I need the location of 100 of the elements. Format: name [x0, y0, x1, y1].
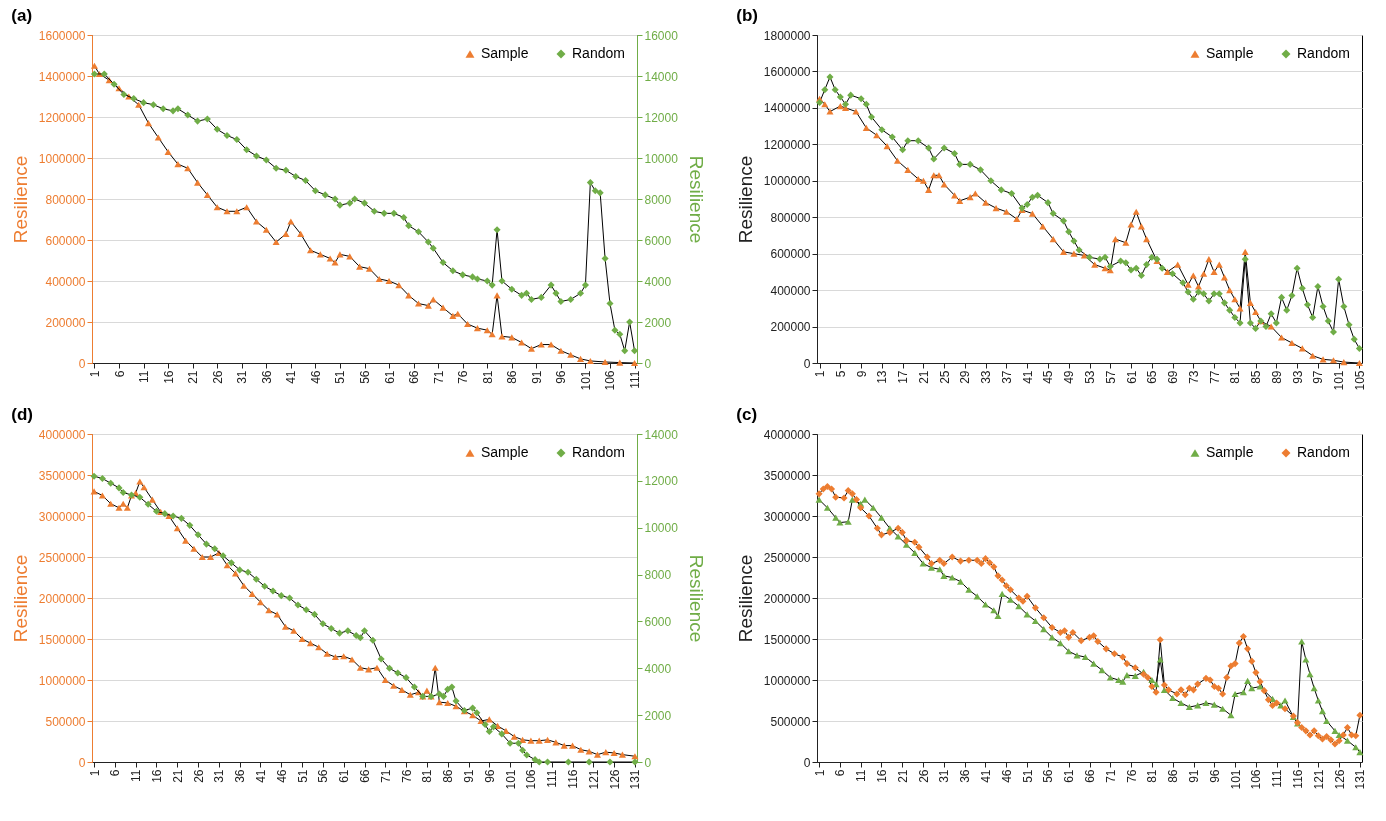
x-tick-label: 51 [295, 769, 310, 783]
x-tick-label: 9 [854, 370, 869, 378]
y-tick-label: 1000000 [763, 174, 811, 189]
point [287, 218, 295, 225]
x-tick-label: 91 [529, 370, 544, 384]
legend-label: Random [1297, 444, 1350, 460]
y-tick-label: 1000000 [38, 673, 86, 688]
x-tick-label: 86 [1166, 769, 1181, 783]
x-tick-label: 66 [407, 370, 422, 384]
y2-tick-label: 2000 [644, 708, 672, 723]
y-tick-label: 3500000 [763, 468, 811, 483]
y-tick-label: 1600000 [763, 64, 811, 79]
legend-label: Random [572, 45, 625, 61]
y2-tick-label: 16000 [644, 28, 679, 43]
y-axis-title: Resilience [9, 155, 31, 244]
y-tick-label: 400000 [770, 283, 811, 298]
x-tick-label: 61 [1062, 769, 1077, 783]
y-tick-label: 1800000 [763, 28, 811, 43]
x-tick-label: 111 [545, 769, 560, 788]
x-tick-label: 31 [212, 769, 227, 783]
y-tick-label: 3000000 [763, 509, 811, 524]
point [203, 191, 211, 198]
point [262, 226, 270, 233]
y-axis-title: Resilience [734, 155, 756, 244]
x-tick-label: 121 [1311, 769, 1326, 790]
chart-title: (c) [736, 405, 758, 424]
y-tick-label: 4000000 [763, 427, 811, 442]
y-tick-label: 1000000 [38, 151, 86, 166]
y2-tick-label: 12000 [644, 474, 679, 489]
point [527, 345, 535, 352]
x-tick-label: 21 [186, 370, 201, 384]
point [547, 341, 555, 348]
point [90, 62, 98, 69]
x-tick-label: 91 [462, 769, 477, 783]
x-tick-label: 85 [1249, 370, 1264, 384]
y-tick-label: 800000 [770, 210, 811, 225]
point [194, 179, 202, 186]
point [272, 238, 280, 246]
x-tick-label: 76 [456, 370, 471, 384]
x-tick-label: 26 [191, 769, 206, 783]
point [414, 300, 423, 307]
point [306, 247, 315, 254]
point [464, 320, 472, 328]
legend-label: Sample [1206, 45, 1254, 61]
y-tick-label: 200000 [770, 320, 811, 335]
x-tick-label: 126 [1332, 769, 1347, 790]
x-tick-label: 21 [916, 370, 931, 384]
x-tick-label: 91 [1187, 769, 1202, 783]
point [537, 341, 545, 348]
y-tick-label: 4000000 [38, 427, 86, 442]
point [429, 296, 437, 303]
y2-tick-label: 14000 [644, 69, 679, 84]
x-tick-label: 66 [1083, 769, 1097, 783]
y-tick-label: 2000000 [38, 591, 86, 606]
x-tick-label: 69 [1166, 370, 1181, 384]
point [567, 351, 575, 358]
point [439, 304, 447, 311]
legend-label: Sample [1206, 444, 1254, 460]
chart-title: (a) [11, 6, 33, 25]
x-tick-label: 61 [1124, 370, 1139, 384]
x-tick-label: 81 [1145, 769, 1160, 783]
point [586, 357, 594, 365]
y-tick-label: 2000000 [763, 591, 811, 606]
x-tick-label: 101 [1332, 370, 1347, 391]
legend-label: Sample [481, 45, 529, 61]
point [395, 282, 403, 289]
x-tick-label: 21 [895, 769, 910, 783]
point [326, 255, 334, 262]
x-tick-label: 96 [1207, 769, 1222, 783]
x-tick-label: 11 [854, 769, 869, 782]
x-tick-label: 71 [378, 769, 393, 783]
x-tick-label: 13 [875, 370, 890, 384]
x-tick-label: 29 [958, 370, 973, 384]
y-tick-label: 500000 [45, 714, 86, 729]
y2-tick-label: 4000 [644, 274, 672, 289]
x-tick-label: 106 [1249, 769, 1264, 790]
y-axis-title: Resilience [9, 554, 31, 643]
x-tick-label: 106 [603, 370, 618, 391]
point [616, 359, 624, 366]
point [473, 325, 481, 332]
x-tick-label: 36 [259, 370, 274, 384]
x-tick-label: 121 [586, 769, 601, 790]
x-tick-label: 53 [1083, 370, 1097, 384]
y-tick-label: 1500000 [763, 632, 811, 647]
x-tick-label: 11 [137, 370, 152, 383]
x-tick-label: 33 [979, 370, 994, 384]
x-tick-label: 26 [916, 769, 931, 783]
y2-tick-label: 10000 [644, 521, 679, 536]
point [213, 204, 221, 211]
point [483, 327, 491, 334]
y-tick-label: 1400000 [763, 101, 811, 116]
legend-label: Random [1297, 45, 1350, 61]
x-tick-label: 71 [1103, 769, 1118, 783]
x-tick-label: 17 [896, 370, 911, 384]
x-tick-label: 116 [566, 769, 581, 789]
x-tick-label: 16 [149, 769, 164, 783]
x-tick-label: 86 [441, 769, 456, 783]
y-tick-label: 2500000 [38, 550, 86, 565]
x-tick-label: 81 [420, 769, 435, 783]
x-tick-label: 86 [505, 370, 520, 384]
